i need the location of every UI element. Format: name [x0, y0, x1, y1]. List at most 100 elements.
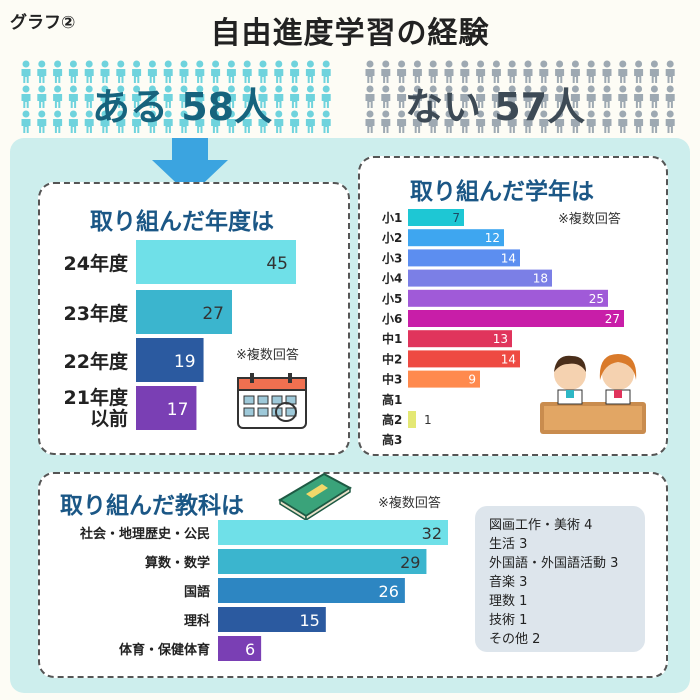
yes-count-label: ある 58人	[92, 85, 273, 129]
person-icon	[163, 85, 173, 108]
person-icon	[555, 60, 565, 83]
person-icon	[618, 85, 628, 108]
grade-bar-value: 12	[485, 231, 500, 245]
person-icon	[555, 110, 565, 133]
person-icon	[602, 60, 612, 83]
person-icon	[179, 110, 189, 133]
grade-category-label: 高2	[382, 412, 402, 427]
person-icon	[147, 85, 157, 108]
other-item: 音楽 3	[489, 575, 528, 590]
person-icon	[84, 110, 94, 133]
person-icon	[602, 85, 612, 108]
year-bar	[136, 240, 296, 284]
year-bar	[136, 386, 197, 430]
person-icon	[397, 110, 407, 133]
person-icon	[132, 85, 142, 108]
other-item: 技術 1	[489, 613, 528, 628]
grade-chart-title: 取り組んだ学年は	[410, 179, 594, 205]
subject-bar	[218, 520, 448, 545]
person-icon	[321, 85, 331, 108]
no-count-label: ない 57人	[405, 85, 586, 129]
person-icon	[226, 60, 236, 83]
grade-bar-value: 14	[501, 352, 516, 366]
person-icon	[226, 85, 236, 108]
book-icon	[278, 472, 352, 522]
person-icon	[365, 60, 375, 83]
grade-bar-value: 27	[605, 312, 620, 326]
person-icon	[179, 60, 189, 83]
other-item: 外国語・外国語活動 3	[489, 556, 619, 571]
year-category-label: 以前	[90, 407, 128, 430]
person-icon	[412, 60, 422, 83]
person-icon	[21, 110, 31, 133]
other-item: その他 2	[489, 632, 541, 647]
person-icon	[321, 110, 331, 133]
grade-chart: 小1 7 小2 12 小3 14 小4 18 小5 25 小6 27 中1 13 中2 14 中3 9 高1 高2 1 高…	[382, 209, 624, 447]
person-icon	[100, 60, 110, 83]
year-bar	[136, 290, 232, 334]
grade-bar-value: 7	[452, 211, 460, 225]
person-icon	[274, 85, 284, 108]
person-icon	[100, 110, 110, 133]
people-icons-yes	[21, 60, 331, 133]
person-icon	[602, 110, 612, 133]
person-icon	[444, 85, 454, 108]
grade-category-label: 中3	[382, 372, 402, 387]
subject-bar-value: 32	[422, 524, 442, 543]
person-icon	[665, 85, 675, 108]
person-icon	[491, 85, 501, 108]
person-icon	[586, 60, 596, 83]
person-icon	[570, 60, 580, 83]
person-icon	[242, 60, 252, 83]
students-icon	[540, 354, 646, 434]
grade-category-label: 中2	[382, 351, 402, 366]
year-bar-value: 45	[266, 254, 288, 274]
grade-bar	[408, 310, 624, 327]
year-category-label: 22年度	[64, 350, 129, 373]
person-icon	[428, 60, 438, 83]
person-icon	[444, 60, 454, 83]
other-subjects-box: 図画工作・美術 4 生活 3 外国語・外国語活動 3 音楽 3 理数 1 技術 …	[475, 506, 645, 652]
person-icon	[460, 60, 470, 83]
person-icon	[290, 60, 300, 83]
person-icon	[665, 60, 675, 83]
grade-category-label: 小3	[382, 250, 402, 265]
person-icon	[365, 85, 375, 108]
person-icon	[539, 60, 549, 83]
person-icon	[116, 110, 126, 133]
person-icon	[305, 60, 315, 83]
subject-bar-value: 26	[379, 582, 399, 601]
person-icon	[211, 85, 221, 108]
person-icon	[649, 110, 659, 133]
year-bar	[136, 338, 204, 382]
person-icon	[163, 110, 173, 133]
year-note: ※複数回答	[236, 348, 299, 363]
person-icon	[53, 110, 63, 133]
subject-chart: 32 社会・地理歴史・公民 29 算数・数学 26 国語 15 理科 6 体育・保健体育	[79, 520, 448, 661]
person-icon	[211, 110, 221, 133]
person-icon	[381, 110, 391, 133]
person-icon	[242, 85, 252, 108]
person-icon	[100, 85, 110, 108]
subject-note: ※複数回答	[378, 496, 441, 511]
person-icon	[290, 85, 300, 108]
person-icon	[84, 60, 94, 83]
person-icon	[37, 110, 47, 133]
person-icon	[163, 60, 173, 83]
person-icon	[618, 60, 628, 83]
person-icon	[53, 60, 63, 83]
subject-category-label: 国語	[184, 584, 210, 600]
person-icon	[539, 85, 549, 108]
person-icon	[586, 85, 596, 108]
grade-bar	[408, 330, 512, 348]
other-item: 理数 1	[489, 594, 528, 609]
person-icon	[412, 110, 422, 133]
grade-bar	[408, 411, 416, 428]
person-icon	[226, 110, 236, 133]
people-icons-no	[365, 60, 675, 133]
person-icon	[476, 60, 486, 83]
person-icon	[570, 110, 580, 133]
grade-category-label: 中1	[382, 331, 402, 346]
person-icon	[507, 60, 517, 83]
